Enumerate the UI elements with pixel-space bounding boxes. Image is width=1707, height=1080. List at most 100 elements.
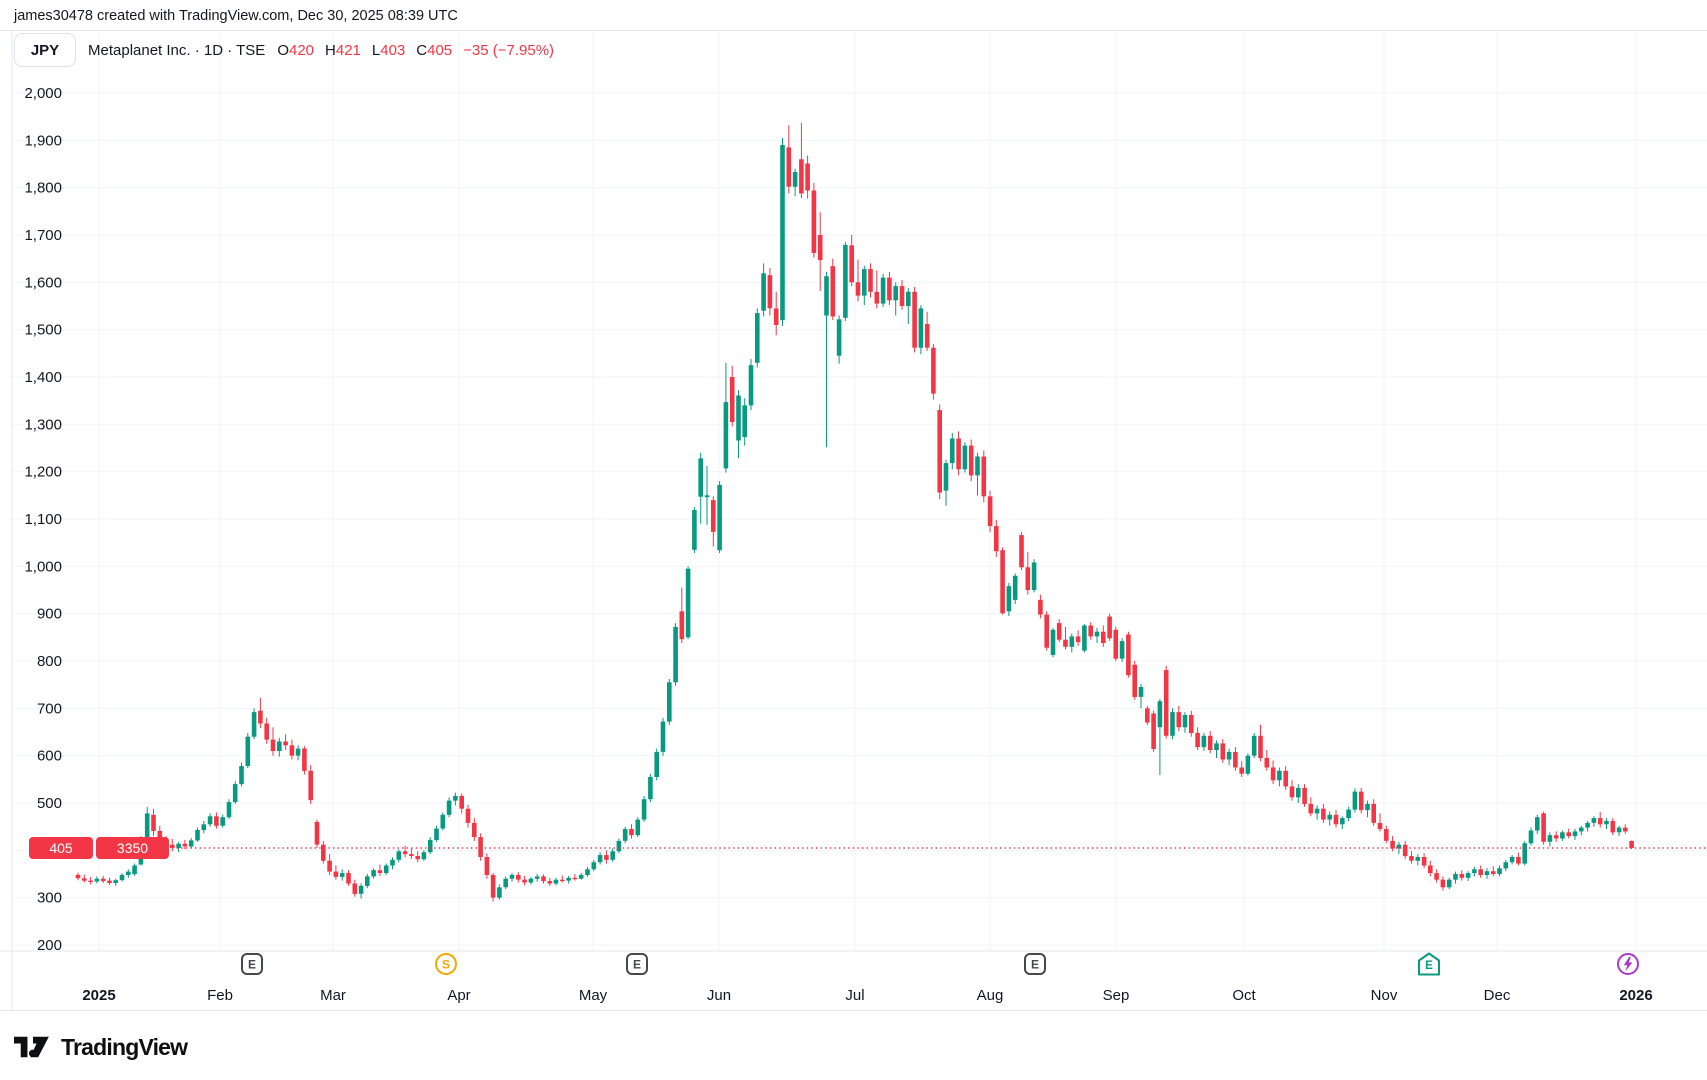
candle	[767, 268, 773, 316]
candle	[1440, 876, 1446, 891]
split-apr-icon[interactable]: S	[434, 952, 458, 976]
candle	[862, 265, 867, 306]
candle	[339, 869, 345, 881]
candle	[283, 734, 288, 750]
x-axis-label: May	[579, 987, 608, 1004]
candle	[1176, 706, 1182, 732]
candle	[1283, 766, 1288, 790]
candle	[1082, 624, 1087, 653]
candle	[220, 814, 225, 828]
candle	[1358, 787, 1364, 814]
candle	[761, 263, 766, 317]
x-axis-label: Oct	[1232, 987, 1256, 1004]
y-axis-label: 1,000	[24, 558, 62, 575]
candle	[522, 875, 527, 886]
price-line-ticker-badge[interactable]: 3350	[96, 837, 169, 859]
candle	[214, 812, 219, 829]
candle	[188, 838, 194, 849]
candle	[1189, 710, 1194, 737]
candle	[277, 737, 282, 757]
candle	[1560, 830, 1565, 841]
candle	[509, 873, 515, 882]
candle	[1472, 866, 1477, 877]
candle	[1107, 613, 1112, 642]
candle	[792, 168, 798, 197]
candle	[1182, 712, 1188, 733]
svg-text:E: E	[1425, 960, 1433, 972]
candle	[1396, 841, 1402, 855]
candle	[1214, 740, 1219, 758]
candle	[396, 849, 402, 863]
ohlc-low: L403	[371, 41, 406, 59]
candle	[635, 817, 641, 838]
currency-toggle-button[interactable]: JPY	[14, 33, 76, 67]
x-axis-label: Feb	[207, 987, 233, 1004]
candle	[711, 496, 716, 547]
candle	[132, 863, 137, 876]
tradingview-logo[interactable]: TradingView	[14, 1033, 188, 1061]
candle	[151, 808, 156, 837]
x-axis-label: Sep	[1103, 987, 1130, 1004]
flash-event-dec-icon[interactable]	[1616, 952, 1640, 976]
candle	[258, 697, 263, 729]
earnings-nov-icon[interactable]: E	[1417, 952, 1441, 976]
footer-divider	[0, 1010, 1707, 1011]
candle	[1566, 828, 1571, 839]
candle	[880, 273, 886, 307]
candle	[616, 838, 622, 854]
x-axis-label: Mar	[320, 987, 346, 1004]
candle	[1220, 739, 1226, 763]
earnings-feb-icon[interactable]: E	[240, 952, 264, 976]
earnings-may-icon[interactable]: E	[625, 952, 649, 976]
candle	[446, 797, 452, 818]
candle	[126, 869, 131, 878]
x-axis-label: 2026	[1619, 987, 1652, 1004]
candle	[1019, 532, 1024, 571]
candle	[75, 872, 81, 881]
earnings-aug-icon[interactable]: E	[1023, 952, 1047, 976]
candle	[1616, 825, 1622, 837]
candle	[289, 739, 295, 760]
symbol-title[interactable]: Metaplanet Inc. · 1D · TSE	[88, 41, 266, 59]
candle	[352, 879, 358, 897]
candle	[383, 863, 389, 875]
candle	[622, 826, 628, 844]
ohlc-close: C405	[416, 41, 453, 59]
axis-borders	[0, 30, 1707, 1010]
candle	[868, 263, 873, 298]
candle	[1346, 806, 1351, 821]
candle	[629, 824, 634, 839]
candle	[226, 799, 232, 820]
candle	[251, 708, 257, 740]
time-scale[interactable]: 2025 Feb Mar Apr May Jun Jul Aug Sep Oct Nov Dec 202…	[82, 987, 1652, 1004]
candle	[1101, 625, 1106, 647]
candle	[1201, 732, 1207, 751]
y-axis-label: 1,100	[24, 511, 62, 528]
candle	[528, 876, 534, 885]
candle	[1509, 855, 1515, 865]
candle	[1541, 811, 1546, 845]
candle	[578, 873, 584, 880]
candle	[1170, 708, 1175, 740]
x-axis-label: Apr	[447, 987, 470, 1004]
candle	[1270, 760, 1276, 785]
candle	[1050, 627, 1056, 658]
candle	[88, 876, 93, 885]
candle	[1585, 821, 1590, 832]
candle	[1245, 753, 1251, 776]
candle	[232, 781, 238, 804]
candle	[742, 398, 747, 446]
candle	[1340, 816, 1345, 829]
candle	[497, 884, 502, 900]
y-axis-label: 2,000	[24, 85, 62, 102]
candles	[75, 122, 1634, 902]
candle	[566, 875, 571, 884]
last-price-badge[interactable]: 405	[29, 837, 93, 859]
candle	[1063, 626, 1068, 650]
price-scale[interactable]: 2,000 1,900 1,800 1,700 1,600 1,500 1,400 1,300…	[24, 85, 62, 954]
candle	[371, 868, 376, 879]
candle	[723, 362, 729, 473]
candle	[553, 877, 559, 886]
x-axis-label: Aug	[977, 987, 1004, 1004]
